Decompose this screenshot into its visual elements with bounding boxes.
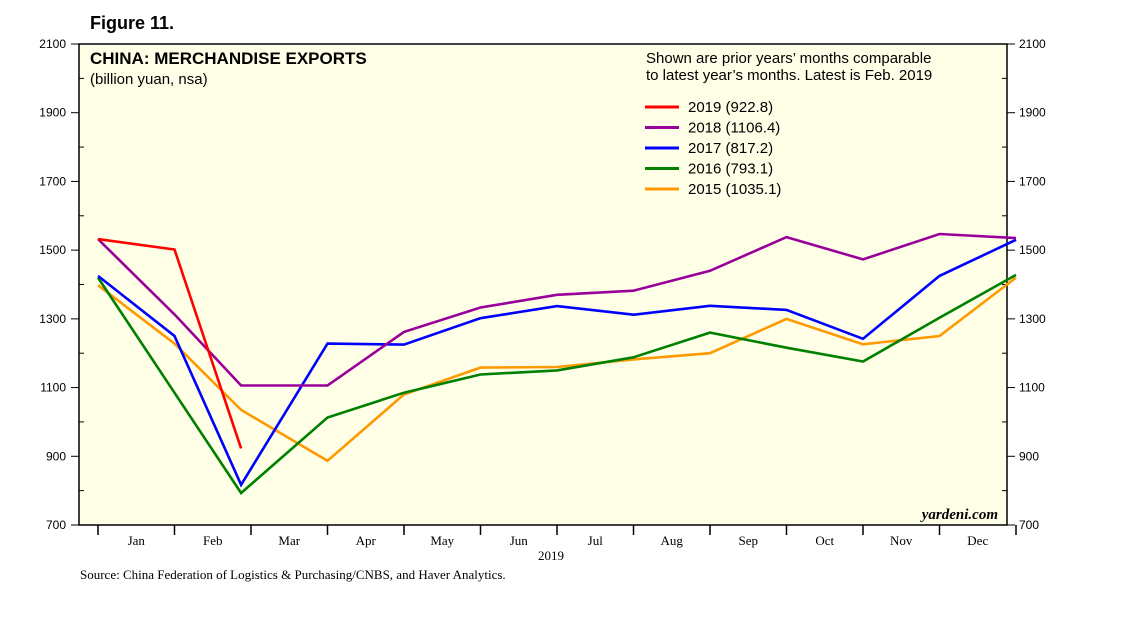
series-line-2015	[97, 276, 1017, 463]
legend-label: 2017 (817.2)	[688, 140, 773, 157]
y-tick-label-left: 1300	[39, 312, 66, 326]
chart-note-line-1: Shown are prior years’ months comparable	[646, 50, 931, 67]
plot-area	[78, 43, 1008, 526]
series-lines	[96, 232, 1017, 495]
legend-label: 2016 (793.1)	[688, 161, 773, 178]
y-tick-label-right: 1900	[1019, 106, 1046, 120]
y-tick-label-left: 1700	[39, 174, 66, 188]
figure-label: Figure 11.	[90, 13, 174, 33]
chart-subtitle: (billion yuan, nsa)	[90, 71, 208, 88]
x-axis-label: 2019	[538, 548, 564, 563]
legend: 2019 (922.8) 2018 (1106.4) 2017 (817.2) 201…	[645, 99, 781, 198]
source-note: Source: China Federation of Logistics & …	[80, 567, 506, 582]
y-tick-label-left: 700	[46, 518, 66, 532]
x-tick-label: Dec	[967, 533, 988, 548]
y-tick-label-right: 2100	[1019, 37, 1046, 51]
x-tick-label: Mar	[278, 533, 300, 548]
chart-note-line-2: to latest year’s months. Latest is Feb. …	[646, 67, 932, 84]
y-tick-label-right: 1700	[1019, 174, 1046, 188]
y-tick-label-right: 1500	[1019, 243, 1046, 257]
y-tick-label-left: 900	[46, 449, 66, 463]
x-tick-label: Aug	[661, 533, 684, 548]
y-tick-label-left: 1900	[39, 106, 66, 120]
x-tick-label: May	[430, 533, 454, 548]
y-tick-label-right: 1100	[1019, 381, 1045, 395]
legend-label: 2019 (922.8)	[688, 99, 773, 116]
y-tick-label-right: 1300	[1019, 312, 1046, 326]
x-tick-label: Oct	[815, 533, 834, 548]
series-line-2018	[97, 232, 1017, 387]
y-tick-label-left: 2100	[39, 37, 66, 51]
x-tick-label: Jun	[510, 533, 529, 548]
x-tick-label: Nov	[890, 533, 913, 548]
x-tick-label: Jan	[128, 533, 146, 548]
series-line-2019	[97, 237, 243, 449]
x-axis: Jan Feb Mar Apr May Jun Jul Aug Sep Oct Nov Dec	[97, 525, 1017, 548]
x-tick-label: Jul	[588, 533, 604, 548]
x-tick-label: Feb	[203, 533, 223, 548]
y-axis-left: 700 900 1100 1300 1500 1700 1900 2100	[39, 37, 84, 532]
y-tick-label-left: 1100	[40, 381, 66, 395]
legend-label: 2018 (1106.4)	[688, 120, 780, 137]
series-line-2017	[97, 238, 1017, 488]
y-tick-label-right: 900	[1019, 449, 1039, 463]
legend-label: 2015 (1035.1)	[688, 181, 781, 198]
watermark: yardeni.com	[920, 507, 998, 523]
x-tick-label: Apr	[356, 533, 377, 548]
series-line-2016	[96, 273, 1017, 495]
chart-title: CHINA: MERCHANDISE EXPORTS	[90, 49, 367, 68]
y-tick-label-left: 1500	[39, 243, 66, 257]
y-axis-right: 700 900 1100 1300 1500 1700 1900 2100	[1002, 37, 1046, 532]
x-tick-label: Sep	[739, 533, 759, 548]
y-tick-label-right: 700	[1019, 518, 1039, 532]
